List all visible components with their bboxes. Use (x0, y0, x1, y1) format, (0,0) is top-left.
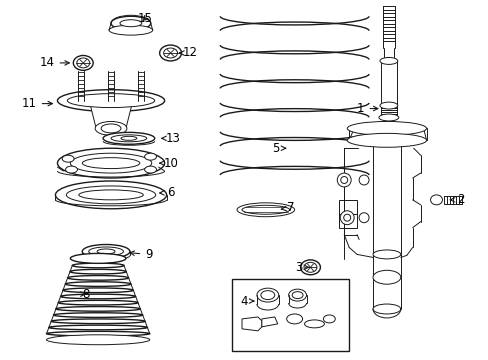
Ellipse shape (57, 90, 164, 112)
Ellipse shape (63, 288, 133, 293)
Ellipse shape (288, 289, 306, 301)
Ellipse shape (304, 320, 324, 328)
Ellipse shape (358, 175, 368, 185)
Ellipse shape (49, 325, 147, 330)
Ellipse shape (144, 166, 156, 173)
Ellipse shape (120, 20, 142, 27)
Ellipse shape (46, 335, 149, 345)
Ellipse shape (46, 331, 149, 336)
Ellipse shape (109, 25, 152, 35)
Ellipse shape (70, 253, 126, 264)
Text: 2: 2 (449, 193, 463, 206)
Ellipse shape (57, 148, 164, 178)
Ellipse shape (88, 247, 123, 256)
Ellipse shape (378, 114, 398, 121)
Ellipse shape (163, 48, 177, 58)
Ellipse shape (300, 260, 320, 275)
Ellipse shape (346, 133, 426, 147)
Ellipse shape (65, 282, 131, 287)
Ellipse shape (82, 244, 130, 258)
Ellipse shape (286, 314, 302, 324)
Ellipse shape (358, 213, 368, 223)
Text: 8: 8 (81, 288, 89, 301)
Ellipse shape (260, 291, 274, 300)
Ellipse shape (372, 250, 400, 259)
Ellipse shape (111, 135, 146, 142)
Ellipse shape (144, 153, 156, 160)
Text: 4: 4 (240, 294, 253, 307)
Ellipse shape (160, 45, 181, 61)
Ellipse shape (67, 94, 154, 108)
Ellipse shape (55, 181, 166, 209)
Text: 11: 11 (21, 97, 52, 110)
Ellipse shape (58, 300, 138, 305)
Ellipse shape (82, 158, 140, 168)
Text: 5: 5 (271, 142, 285, 155)
Bar (339, 200, 356, 228)
Text: 10: 10 (160, 157, 178, 170)
Ellipse shape (346, 121, 426, 135)
Ellipse shape (337, 173, 350, 187)
Ellipse shape (242, 205, 289, 214)
Polygon shape (89, 100, 133, 129)
Ellipse shape (340, 176, 347, 184)
Bar (232, 279, 348, 351)
Ellipse shape (70, 153, 151, 173)
Text: 15: 15 (138, 12, 152, 25)
Ellipse shape (372, 304, 400, 314)
Text: 14: 14 (40, 57, 69, 69)
Ellipse shape (304, 262, 316, 272)
Polygon shape (348, 129, 426, 140)
Ellipse shape (340, 211, 353, 225)
Text: 12: 12 (179, 46, 197, 59)
Ellipse shape (256, 288, 278, 302)
Ellipse shape (77, 58, 89, 68)
Text: 3: 3 (295, 261, 308, 274)
Ellipse shape (70, 269, 126, 274)
Ellipse shape (67, 275, 128, 280)
Ellipse shape (103, 132, 154, 144)
Ellipse shape (95, 121, 127, 135)
Ellipse shape (72, 263, 123, 268)
Text: 1: 1 (356, 102, 377, 115)
Ellipse shape (237, 203, 294, 217)
Ellipse shape (97, 249, 115, 254)
Ellipse shape (51, 319, 145, 324)
Ellipse shape (66, 186, 155, 204)
Ellipse shape (379, 102, 397, 109)
Polygon shape (262, 317, 277, 327)
Ellipse shape (323, 315, 335, 323)
Text: 6: 6 (160, 186, 174, 199)
Ellipse shape (62, 155, 74, 162)
Ellipse shape (79, 190, 143, 200)
Polygon shape (242, 317, 262, 331)
Ellipse shape (101, 124, 121, 133)
Ellipse shape (111, 16, 150, 30)
Text: 7: 7 (281, 201, 294, 214)
Ellipse shape (61, 294, 135, 299)
Ellipse shape (121, 136, 137, 140)
Ellipse shape (343, 214, 350, 221)
Ellipse shape (379, 58, 397, 64)
Ellipse shape (372, 270, 400, 284)
Text: 13: 13 (162, 132, 180, 145)
Ellipse shape (65, 166, 77, 173)
Ellipse shape (54, 313, 142, 318)
Ellipse shape (291, 292, 303, 298)
Ellipse shape (73, 55, 93, 70)
Ellipse shape (429, 195, 442, 205)
Ellipse shape (56, 307, 140, 311)
Text: 9: 9 (130, 248, 152, 261)
